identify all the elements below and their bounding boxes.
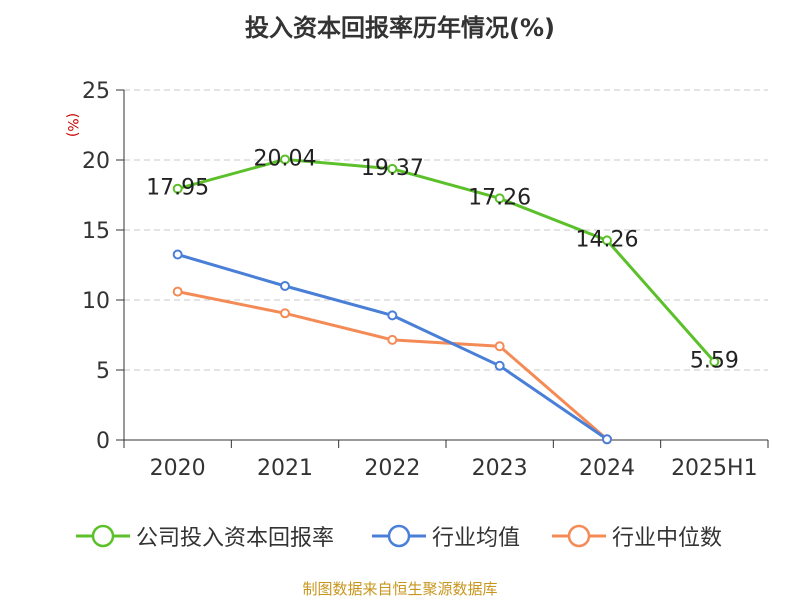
data-point [280,308,290,319]
data-point [387,334,398,345]
data-point [280,154,290,165]
chart-title: 投入资本回报率历年情况(%) [245,14,555,42]
data-point [602,434,612,445]
x-tick-label: 2023 [472,456,528,481]
legend-swatch [76,524,130,548]
x-tick-label: 2024 [579,456,635,481]
series-layer [172,154,720,445]
data-label: 5.59 [690,349,739,374]
legend-item: 行业中位数 [552,518,722,554]
y-tick-label: 10 [82,289,110,314]
legend: 公司投入资本回报率 行业均值 行业中位数 [0,518,800,554]
data-point [387,163,398,174]
legend-label: 公司投入资本回报率 [136,526,335,551]
x-tick-label: 2021 [257,456,313,481]
series-line [177,157,716,363]
y-tick-label: 15 [82,219,110,244]
data-label: 17.95 [146,176,209,201]
y-tick-label: 25 [82,79,110,104]
data-point [280,281,290,291]
legend-item: 公司投入资本回报率 [76,518,334,554]
y-tick-label: 0 [96,429,110,454]
data-point [494,193,505,204]
data-point [172,249,183,260]
data-point [709,356,720,367]
legend-swatch [372,524,426,548]
axis-layer: 0 5 10 15 20 25(%) 2020 2021 2022 2023 2024 2025H1 [64,79,769,481]
legend-label: 行业均值 [432,526,521,551]
y-axis-title: (%) [64,113,80,137]
data-point [172,286,183,297]
legend-item: 行业均值 [372,518,520,554]
data-point [172,183,183,194]
x-tick-label: 2025H1 [671,456,758,481]
data-point [494,341,505,352]
data-label: 14.26 [576,227,639,252]
x-tick-label: 2020 [150,456,206,481]
data-label: 19.37 [361,156,424,181]
label-layer: 17.95 20.04 19.37 17.26 14.26 5.59 [146,146,739,373]
series-line [177,253,608,441]
legend-swatch [552,524,606,548]
source-note: 制图数据来自恒生聚源数据库 [302,580,498,598]
data-label: 17.26 [468,185,531,210]
y-tick-label: 5 [96,359,110,384]
data-point [387,310,398,321]
x-tick-label: 2022 [364,456,420,481]
y-tick-label: 20 [82,149,110,174]
data-point [494,360,505,371]
data-point [602,235,612,246]
data-label: 20.04 [254,146,317,171]
grid-layer [124,89,768,371]
legend-label: 行业中位数 [612,526,723,551]
